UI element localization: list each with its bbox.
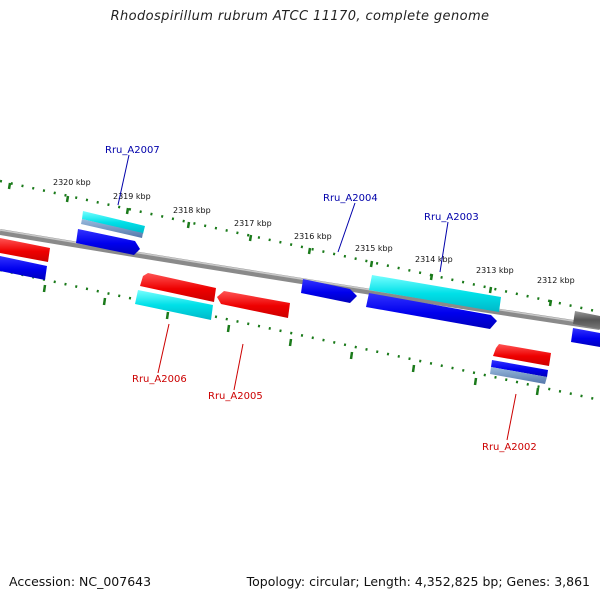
gene-arrow-gray[interactable] [81, 219, 143, 238]
scale-label: 2317 kbp [234, 219, 272, 228]
gene-arrow-gray[interactable] [573, 311, 600, 329]
gene-arrow-forward[interactable] [491, 360, 548, 377]
gene-arrow-reverse[interactable] [217, 291, 290, 318]
gene-label-rru-a2007[interactable]: Rru_A2007 [105, 145, 160, 156]
gene-label-rru-a2002[interactable]: Rru_A2002 [482, 442, 537, 453]
gene-arrow-forward[interactable] [571, 328, 600, 347]
gene-arrow-forward[interactable] [366, 293, 497, 329]
accession-text: Accession: NC_007643 [9, 574, 152, 589]
gene-label-rru-a2006[interactable]: Rru_A2006 [132, 374, 187, 385]
gene-arrow-reverse[interactable] [0, 238, 50, 262]
gene-arrow-forward[interactable] [76, 229, 140, 255]
genome-backbone [0, 229, 600, 330]
gene-leader-lines [117, 154, 517, 441]
gene-arrow-reverse[interactable] [140, 273, 216, 302]
gene-label-rru-a2005[interactable]: Rru_A2005 [208, 391, 263, 402]
scale-label: 2318 kbp [173, 206, 211, 215]
gene-arrow-forward[interactable] [0, 256, 47, 280]
gene-arrow-reverse[interactable] [493, 344, 551, 366]
scale-label: 2312 kbp [537, 276, 575, 285]
scale-label: 2313 kbp [476, 266, 514, 275]
scale-label: 2315 kbp [355, 244, 393, 253]
gene-label-rru-a2004[interactable]: Rru_A2004 [323, 193, 378, 204]
scale-label: 2320 kbp [53, 178, 91, 187]
gene-arrow-forward[interactable] [301, 279, 357, 303]
genome-summary-text: Topology: circular; Length: 4,352,825 bp… [246, 574, 590, 589]
scale-label: 2316 kbp [294, 232, 332, 241]
genome-title: Rhodospirillum rubrum ATCC 11170, comple… [110, 9, 490, 24]
gene-arrow-steel[interactable] [490, 367, 547, 384]
scale-label: 2314 kbp [415, 255, 453, 264]
gene-arrow-cyan[interactable] [82, 211, 145, 234]
major-ticks [7, 182, 553, 396]
gene-arrow-cyan[interactable] [135, 290, 213, 320]
gene-label-rru-a2003[interactable]: Rru_A2003 [424, 212, 479, 223]
gene-arrow-cyan[interactable] [369, 275, 501, 312]
inner-scale-ring [0, 268, 600, 402]
scale-label: 2319 kbp [113, 192, 151, 201]
